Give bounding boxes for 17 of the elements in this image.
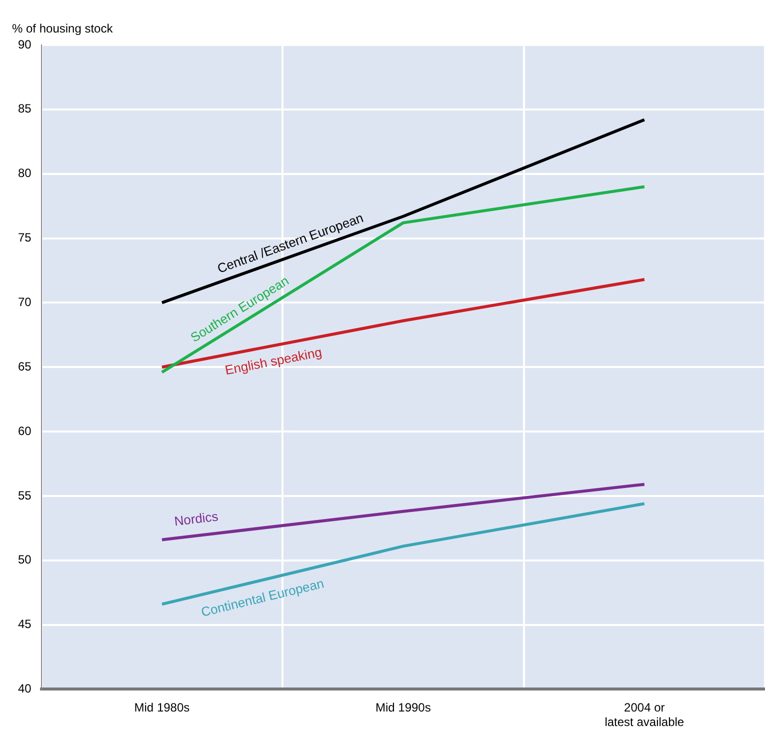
y-tick-label: 90 xyxy=(18,37,32,52)
y-tick-label: 65 xyxy=(18,359,32,374)
y-tick-label: 50 xyxy=(18,552,32,567)
y-tick-label: 60 xyxy=(18,424,32,438)
y-tick-label: 75 xyxy=(18,230,32,245)
text: English speaking xyxy=(224,344,323,378)
y-tick-label: 45 xyxy=(18,617,32,632)
y-tick-label: 80 xyxy=(18,166,32,180)
y-tick-label: 55 xyxy=(18,488,32,502)
x-tick-label: Mid 1980s xyxy=(134,700,190,715)
text: Nordics xyxy=(173,508,220,529)
x-tick-label: 2004 or latest available xyxy=(604,700,684,730)
x-tick-label: Mid 1990s xyxy=(375,700,431,715)
y-tick-label: 70 xyxy=(18,294,32,309)
y-tick-label: 40 xyxy=(18,682,32,696)
y-tick-label: 85 xyxy=(18,102,32,116)
y-axis-title: % of housing stock xyxy=(12,21,114,36)
